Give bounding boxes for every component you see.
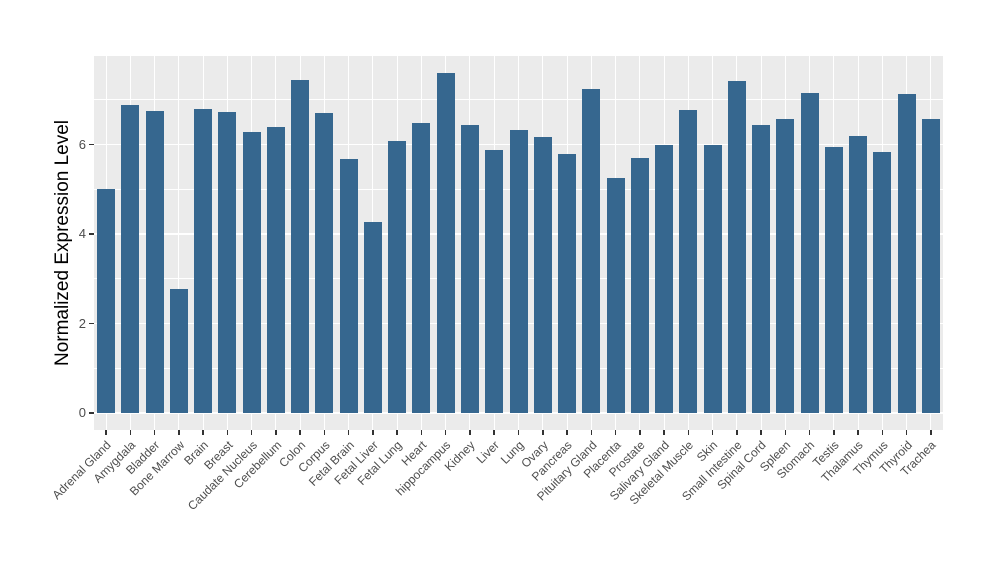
bar-skeletal-muscle <box>679 109 698 413</box>
bar-thalamus <box>849 135 868 413</box>
bar-spinal-cord <box>752 124 771 413</box>
y-tick-mark-2 <box>89 322 94 325</box>
bar-small-intestine <box>727 81 746 413</box>
y-tick-label-0: 0 <box>78 405 86 420</box>
y-tick-label-2: 2 <box>78 315 86 331</box>
x-tick-mark-26 <box>711 430 714 435</box>
bar-testis <box>824 147 843 413</box>
y-tick-mark-0 <box>89 412 94 414</box>
x-tick-mark-10 <box>323 430 326 435</box>
y-tick-mark-6 <box>89 143 94 146</box>
bar-adrenal-gland <box>97 189 116 413</box>
x-tick-mark-6 <box>226 430 229 435</box>
x-tick-mark-7 <box>250 430 253 435</box>
plot-panel <box>94 56 943 430</box>
bar-thymus <box>873 152 892 413</box>
bar-spleen <box>776 119 795 413</box>
bar-breast <box>218 112 237 413</box>
bar-caudate-nucleus <box>242 131 261 413</box>
bar-pituitary-gland <box>582 89 601 413</box>
x-tick-mark-20 <box>566 430 568 435</box>
x-tick-mark-11 <box>347 430 350 435</box>
bar-trachea <box>921 119 940 413</box>
bar-lung <box>509 129 528 413</box>
x-tick-mark-29 <box>784 430 787 435</box>
y-tick-label-4: 4 <box>78 226 86 241</box>
x-tick-mark-22 <box>614 430 617 435</box>
x-tick-mark-35 <box>930 430 932 435</box>
x-tick-mark-13 <box>396 430 398 435</box>
x-tick-mark-18 <box>517 430 520 435</box>
x-tick-mark-14 <box>420 430 423 435</box>
bar-fetal-liver <box>363 221 382 413</box>
bar-colon <box>291 80 310 413</box>
y-tick-mark-4 <box>89 233 94 235</box>
bar-heart <box>412 123 431 413</box>
bar-brain <box>194 108 213 413</box>
x-tick-mark-23 <box>639 430 641 435</box>
bar-stomach <box>800 93 819 413</box>
y-tick-label-6: 6 <box>78 136 86 152</box>
bar-amygdala <box>121 105 140 413</box>
x-tick-mark-9 <box>299 430 301 435</box>
bar-fetal-brain <box>339 158 358 413</box>
x-tick-mark-32 <box>857 430 859 435</box>
gridline-vertical-4 <box>178 56 180 430</box>
bar-kidney <box>460 124 479 413</box>
x-tick-mark-31 <box>833 430 835 435</box>
x-tick-mark-24 <box>663 430 665 435</box>
x-tick-mark-28 <box>760 430 762 435</box>
x-tick-label-text: Liver <box>473 438 503 467</box>
bar-placenta <box>606 177 625 413</box>
x-tick-mark-30 <box>808 430 811 435</box>
bar-corpus <box>315 113 334 413</box>
bar-ovary <box>533 137 552 413</box>
x-tick-mark-27 <box>736 430 738 435</box>
x-tick-mark-4 <box>178 430 180 435</box>
x-tick-mark-34 <box>905 430 908 435</box>
bar-pancreas <box>558 154 576 413</box>
x-tick-mark-19 <box>542 430 544 435</box>
bar-bone-marrow <box>169 289 188 413</box>
x-tick-mark-16 <box>469 430 471 435</box>
bar-thyroid <box>897 93 916 413</box>
bar-prostate <box>630 157 649 413</box>
x-tick-mark-2 <box>129 430 132 435</box>
bar-bladder <box>145 110 164 413</box>
bar-salivary-gland <box>655 144 674 413</box>
x-tick-mark-8 <box>275 430 277 435</box>
bar-skin <box>703 144 722 413</box>
bar-cerebellum <box>266 127 285 413</box>
x-tick-mark-33 <box>881 430 884 435</box>
x-tick-mark-5 <box>202 430 204 435</box>
bar-liver <box>485 149 504 413</box>
x-tick-mark-1 <box>105 430 107 435</box>
x-tick-mark-12 <box>372 430 374 435</box>
bar-hippocampus <box>436 73 455 413</box>
x-tick-mark-3 <box>153 430 156 435</box>
x-tick-mark-15 <box>444 430 447 435</box>
x-tick-mark-25 <box>687 430 690 435</box>
bar-fetal-lung <box>388 141 407 413</box>
x-tick-mark-17 <box>493 430 495 435</box>
x-tick-mark-21 <box>590 430 593 435</box>
